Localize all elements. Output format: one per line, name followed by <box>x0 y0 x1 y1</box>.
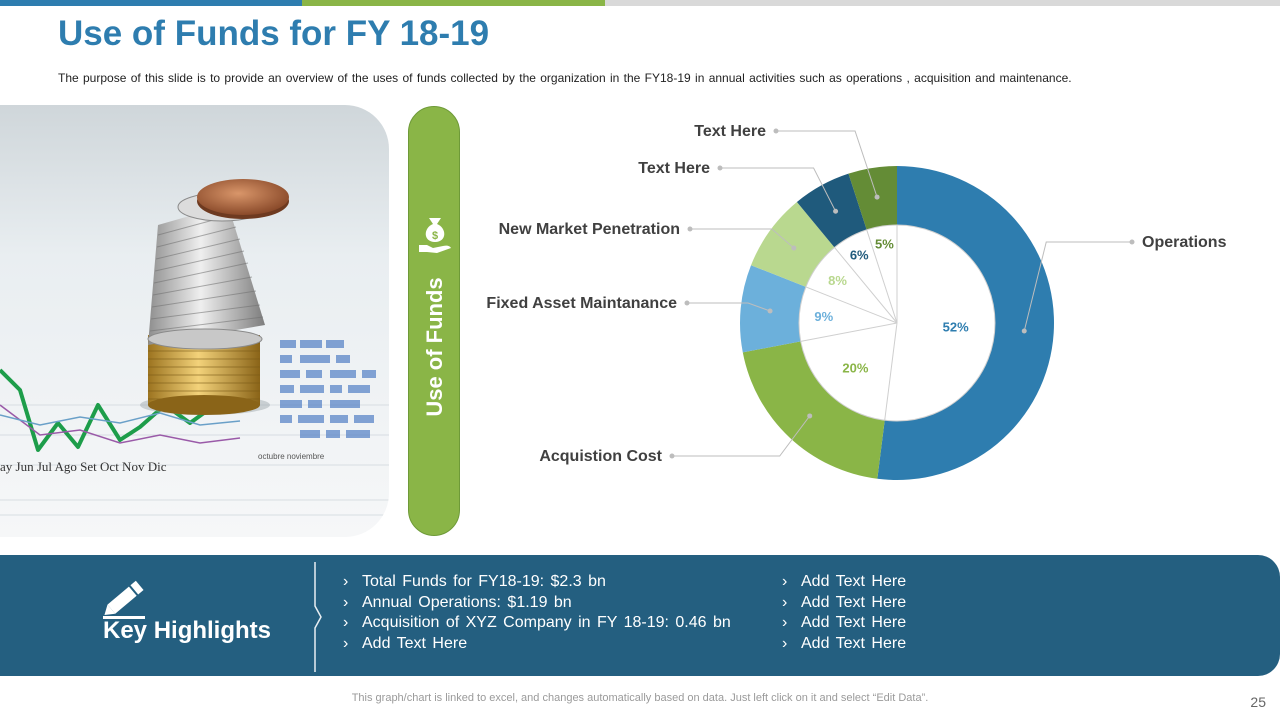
leader-dot <box>767 308 773 314</box>
coins-photo: ay Jun Jul Ago Set Oct Nov Dic octubre n… <box>0 105 389 537</box>
chevron-right-icon: › <box>782 593 788 611</box>
donut-slice <box>877 166 1054 480</box>
use-of-funds-label: Use of Funds <box>422 277 447 417</box>
highlights-list-right: › Add Text Here › Add Text Here › Add Text … <box>782 572 906 655</box>
use-of-funds-panel: $ Use of Funds <box>408 106 460 536</box>
slide-title: Use of Funds for FY 18-19 <box>58 14 490 53</box>
highlights-divider <box>314 562 322 672</box>
key-highlights-title: Key Highlights <box>103 617 272 644</box>
leader-dot <box>1021 328 1027 334</box>
slice-percent-label: 9% <box>814 309 833 324</box>
top-bar-segment-gray <box>605 0 1280 6</box>
donut-slice <box>796 173 867 248</box>
slice-category-label: Text Here <box>638 160 710 177</box>
top-accent-bar <box>0 0 1280 6</box>
leader-dot <box>669 453 675 459</box>
chevron-right-icon: › <box>343 635 349 653</box>
highlight-item: › Add Text Here <box>782 572 906 593</box>
chevron-right-icon: › <box>343 573 349 590</box>
leader-dot <box>874 194 880 200</box>
leader-dot <box>717 165 723 171</box>
slice-category-label: Operations <box>1142 234 1227 251</box>
donut-svg: 52% Operations 20% Acquistion Cost 9% Fixed A… <box>486 123 1227 480</box>
donut-slice <box>740 265 806 353</box>
money-bag-hand-icon: $ <box>419 218 451 253</box>
photo-axis-labels: octubre noviembre <box>258 452 325 461</box>
key-highlights-band <box>0 555 1280 676</box>
photo-month-labels: ay Jun Jul Ago Set Oct Nov Dic <box>0 459 167 474</box>
leader-line <box>776 130 878 198</box>
slice-separator <box>884 322 898 421</box>
highlights-list-left: › Total Funds for FY18-19: $2.3 bn › Annua… <box>343 572 731 655</box>
chevron-right-icon: › <box>782 614 788 632</box>
leader-dot <box>833 208 839 214</box>
donut-slice <box>751 202 835 287</box>
leader-line <box>1023 241 1132 332</box>
leader-dot <box>1129 239 1135 245</box>
slice-percent-label: 6% <box>850 247 869 262</box>
highlight-item: › Total Funds for FY18-19: $2.3 bn <box>343 572 731 593</box>
slice-separator <box>866 229 898 324</box>
slice-percent-label: 20% <box>842 360 868 375</box>
leader-dot <box>791 245 797 251</box>
slice-category-label: New Market Penetration <box>499 221 680 238</box>
slice-separator <box>834 247 898 324</box>
leader-line <box>720 167 837 212</box>
highlight-item: › Annual Operations: $1.19 bn <box>343 593 731 614</box>
chevron-right-icon: › <box>343 614 349 632</box>
slice-category-label: Fixed Asset Maintanance <box>486 295 677 312</box>
coins-illustration: ay Jun Jul Ago Set Oct Nov Dic octubre n… <box>0 105 389 537</box>
slide-subtitle: The purpose of this slide is to provide … <box>58 71 1072 85</box>
highlight-item: › Add Text Here <box>782 634 906 655</box>
slice-separator <box>800 322 898 342</box>
leader-line <box>690 228 795 249</box>
leader-line <box>672 415 811 457</box>
page-number: 25 <box>1250 694 1266 710</box>
slice-category-label: Acquistion Cost <box>539 448 662 465</box>
top-bar-segment-blue <box>0 0 302 6</box>
slice-category-label: Text Here <box>694 123 766 140</box>
top-bar-segment-green <box>302 0 605 6</box>
donut-slice <box>742 341 885 479</box>
use-of-funds-donut-chart: 52% Operations 20% Acquistion Cost 9% Fixed A… <box>470 110 1270 550</box>
leader-dot <box>687 226 693 232</box>
chevron-right-icon: › <box>343 593 349 611</box>
donut-hole-outline <box>798 224 996 422</box>
slice-percent-label: 8% <box>828 273 847 288</box>
slice-percent-label: 5% <box>875 237 894 252</box>
leader-dot <box>807 413 813 419</box>
slice-separator <box>805 286 898 324</box>
highlight-item: › Add Text Here <box>782 593 906 614</box>
chevron-right-icon: › <box>782 573 788 590</box>
pencil-icon <box>103 580 145 619</box>
leader-dot <box>684 300 690 306</box>
highlight-item: › Add Text Here <box>782 613 906 634</box>
leader-line <box>687 302 771 312</box>
leader-dot <box>773 128 779 134</box>
highlight-item: › Add Text Here <box>343 634 731 655</box>
footer-note: This graph/chart is linked to excel, and… <box>351 692 929 704</box>
svg-text:$: $ <box>432 230 438 242</box>
highlight-item: › Acquisition of XYZ Company in FY 18-19:… <box>343 613 731 634</box>
slice-percent-label: 52% <box>943 320 969 335</box>
chevron-right-icon: › <box>782 635 788 653</box>
donut-slice <box>848 166 897 230</box>
